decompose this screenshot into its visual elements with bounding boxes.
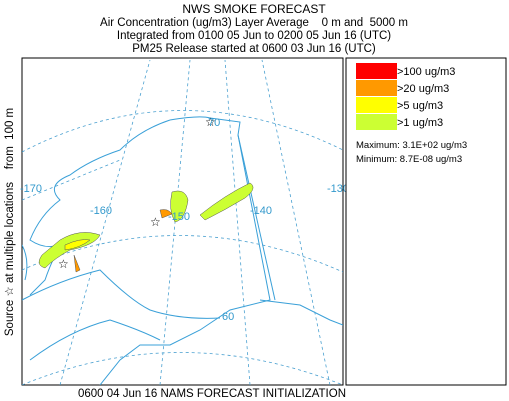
smoke-plume	[170, 190, 189, 223]
map: ☆ ☆ ☆ -170 -160 -150 -140 -130 70 60	[20, 57, 349, 386]
subtitle: PM25 Release started at 0600 03 Jun 16 (…	[132, 43, 376, 55]
longitude-line	[224, 59, 251, 385]
latitude-line	[22, 235, 343, 273]
footer: 0600 04 Jun 16 NAMS FORECAST INITIALIZAT…	[78, 388, 346, 400]
coastline	[22, 269, 221, 319]
map-label: -160	[90, 205, 112, 217]
coastline	[99, 116, 271, 385]
latitude-line	[22, 352, 343, 385]
longitude-line	[159, 59, 191, 385]
subtitle: Integrated from 0100 05 Jun to 0200 05 J…	[117, 30, 391, 42]
source-star: ☆	[205, 115, 216, 129]
coastline	[22, 244, 28, 281]
smoke-plume	[199, 182, 254, 221]
legend-swatch	[356, 63, 397, 79]
legend-label: >5 ug/m3	[397, 100, 443, 112]
source-star: ☆	[150, 215, 161, 229]
border	[237, 134, 276, 301]
legend-label: >20 ug/m3	[397, 83, 449, 95]
legend: Maximum: 3.1E+02 ug/m3 Minimum: 8.7E-08 …	[345, 57, 507, 386]
smoke-plume	[73, 254, 81, 273]
coastline	[29, 319, 161, 361]
smoke-plume	[159, 209, 173, 219]
map-label: 70	[208, 117, 220, 129]
coastline	[259, 299, 343, 326]
legend-swatch	[356, 97, 397, 113]
title: NWS SMOKE FORECAST	[182, 2, 326, 16]
legend-swatch	[356, 80, 397, 96]
map-label: -130	[327, 183, 349, 195]
subtitle: Air Concentration (ug/m3) Layer Average …	[100, 17, 408, 29]
legend-label: >1 ug/m3	[397, 117, 443, 129]
longitude-line	[59, 59, 151, 385]
legend-minimum: Minimum: 8.7E-08 ug/m3	[356, 154, 462, 165]
map-label: -150	[168, 211, 190, 223]
map-label: -170	[20, 183, 42, 195]
longitude-line	[261, 59, 331, 385]
legend-swatch	[356, 114, 397, 130]
legend-label: >100 ug/m3	[397, 66, 455, 78]
source-star: ☆	[58, 257, 69, 271]
source-label: Source ☆ at multiple locations from 100 …	[4, 108, 16, 336]
map-label: -140	[250, 205, 272, 217]
smoke-plume	[64, 239, 91, 251]
legend-maximum: Maximum: 3.1E+02 ug/m3	[356, 140, 467, 151]
map-label: 60	[222, 311, 234, 323]
